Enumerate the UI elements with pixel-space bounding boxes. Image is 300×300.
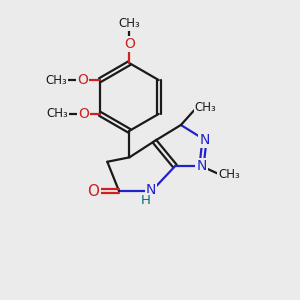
Text: CH₃: CH₃ <box>194 101 216 114</box>
Text: N: N <box>196 159 207 173</box>
Text: CH₃: CH₃ <box>218 168 240 181</box>
Text: O: O <box>124 37 135 51</box>
Text: N: N <box>199 133 210 147</box>
Text: N: N <box>146 183 156 197</box>
Text: O: O <box>88 184 100 199</box>
Text: CH₃: CH₃ <box>45 74 67 87</box>
Text: CH₃: CH₃ <box>46 107 68 120</box>
Text: O: O <box>77 73 88 87</box>
Text: O: O <box>78 107 89 121</box>
Text: CH₃: CH₃ <box>118 16 140 30</box>
Text: H: H <box>141 194 151 207</box>
